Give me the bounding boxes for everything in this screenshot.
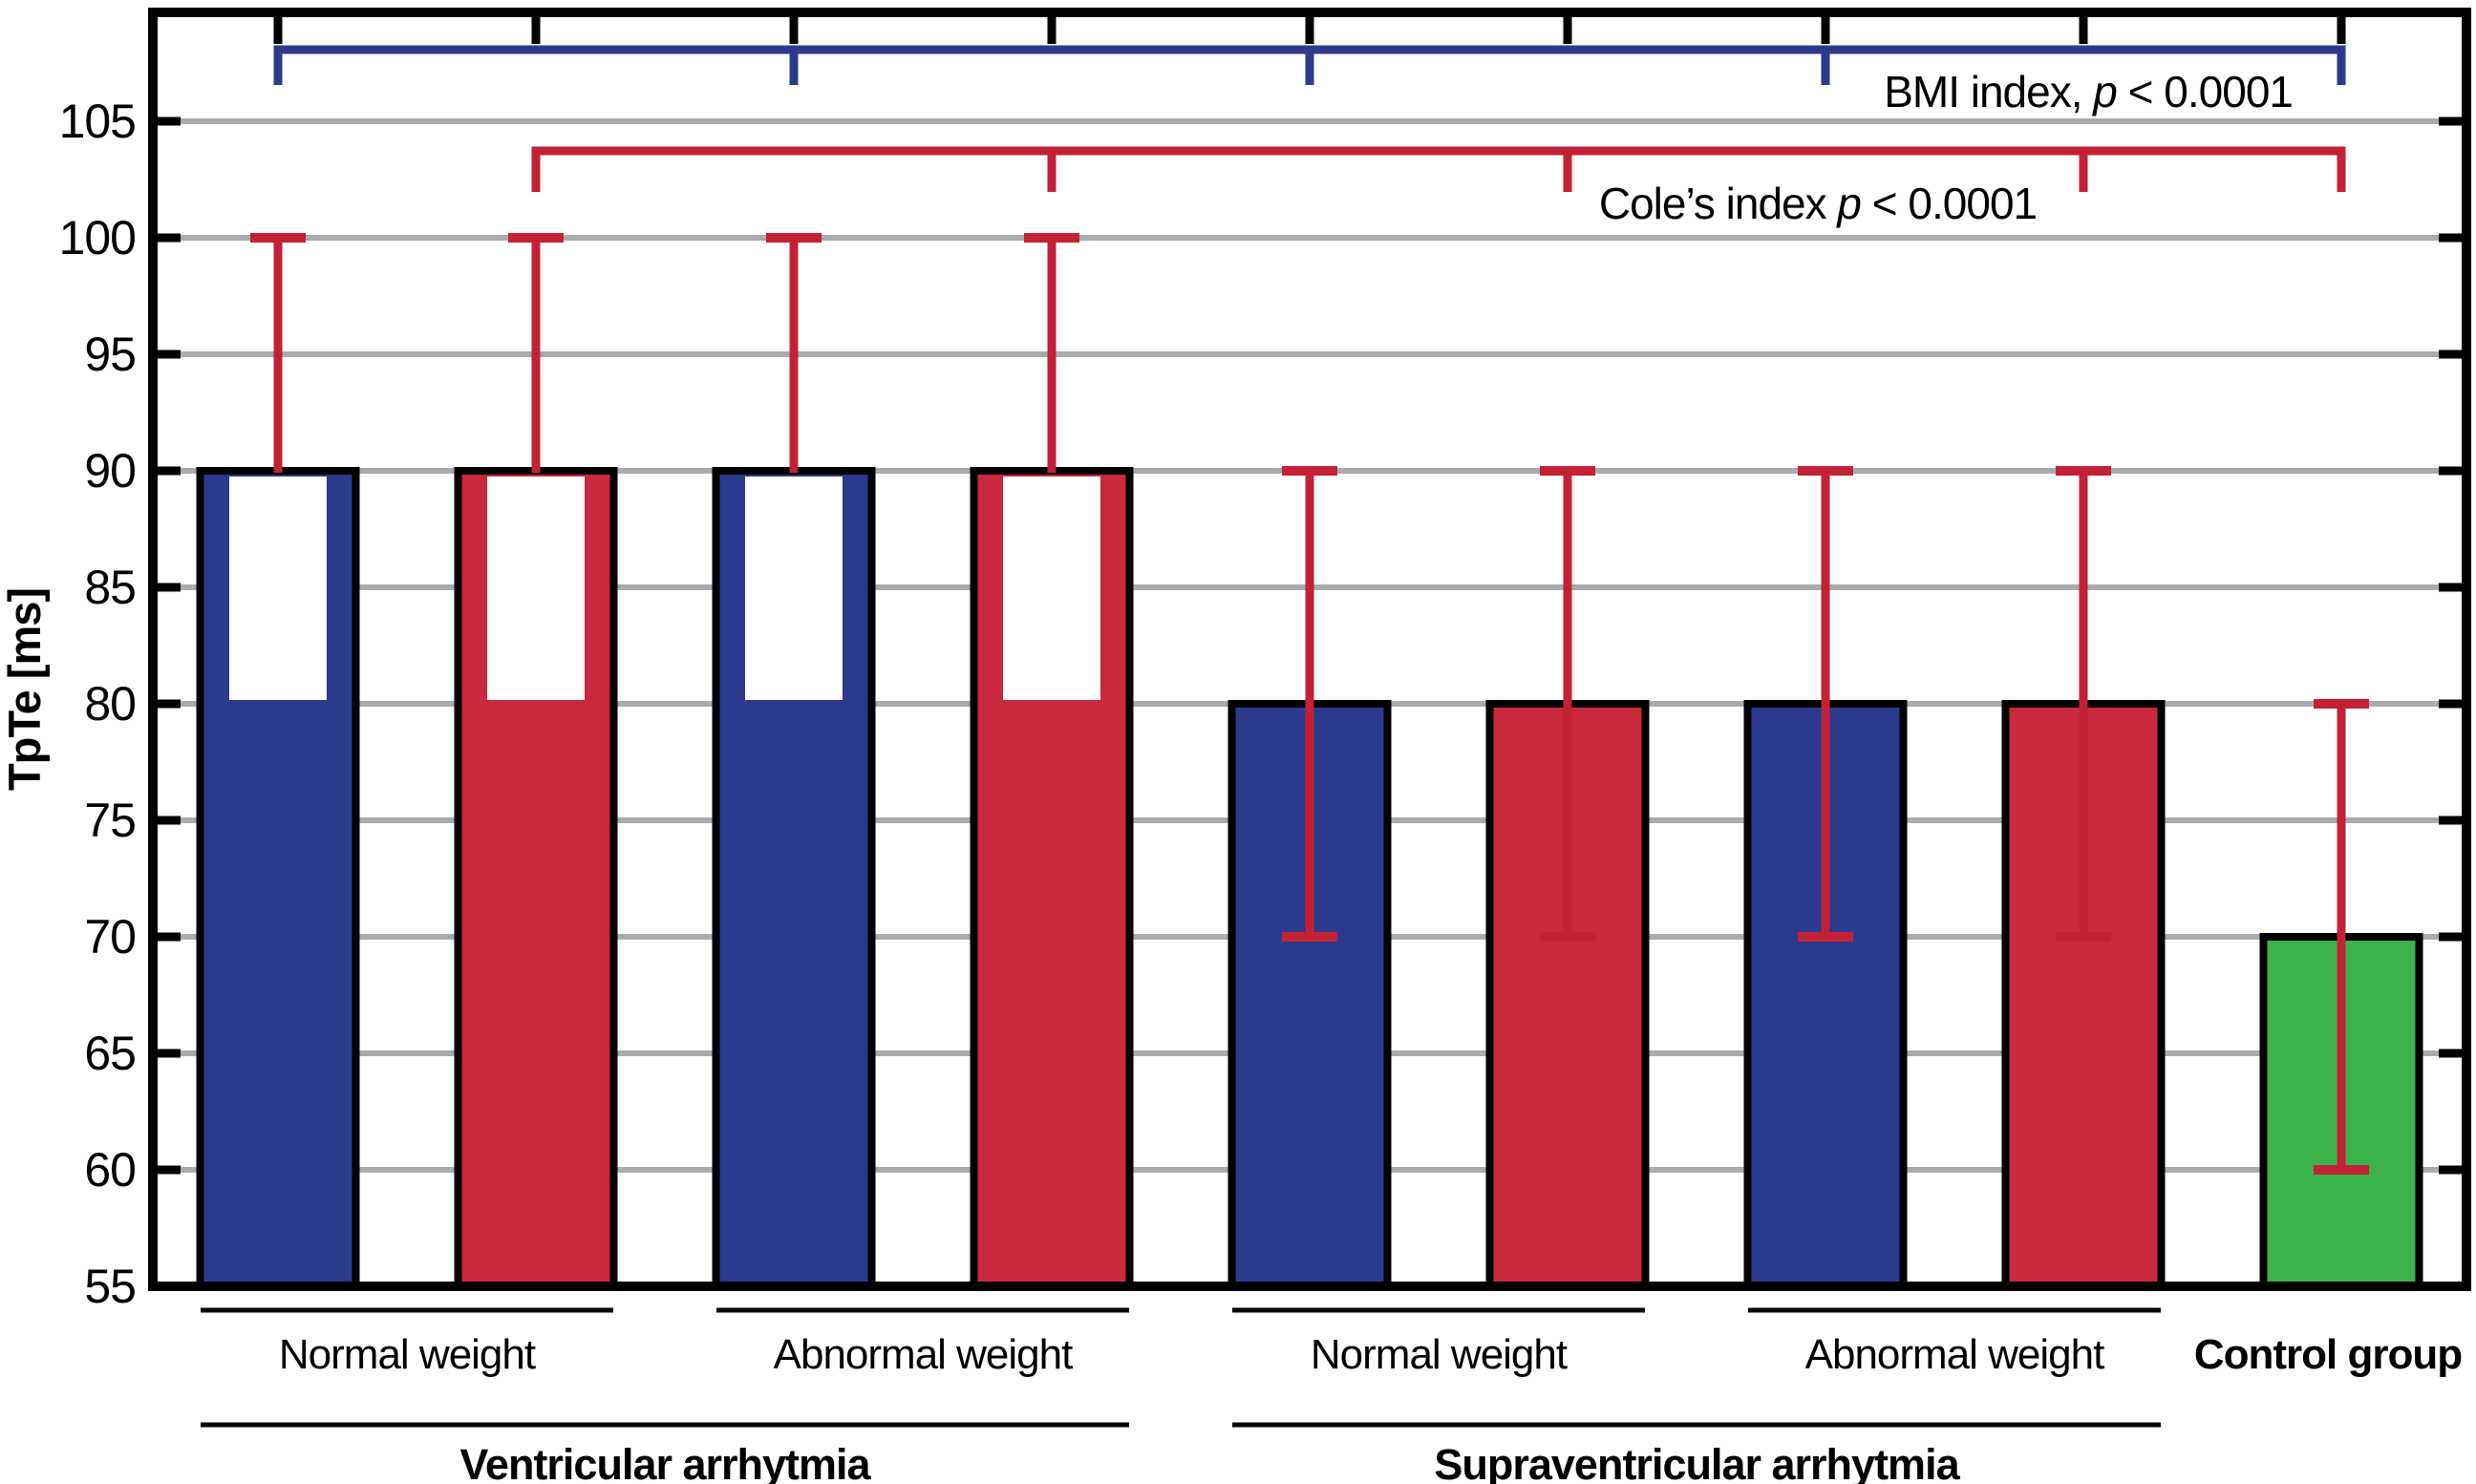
bmi-label-suffix: < 0.0001 (2117, 67, 2293, 117)
axis-frame-layer (148, 8, 2471, 1291)
y-tick-label-65: 65 (84, 1027, 136, 1080)
y-tick-label-55: 55 (84, 1260, 136, 1313)
bar-1-inner-box (229, 477, 327, 700)
weight-label-3: Normal weight (1311, 1331, 1568, 1378)
bar-4-inner-box (1003, 477, 1100, 700)
y-axis-title: TpTe [ms] (0, 588, 50, 791)
bmi-label-prefix: BMI index, (1884, 67, 2093, 117)
cole-bracket-label: Cole’s index p < 0.0001 (1599, 179, 2037, 228)
weight-label-4: Abnormal weight (1805, 1331, 2104, 1378)
y-tick-label-75: 75 (84, 794, 136, 847)
weight-label-2: Abnormal weight (774, 1331, 1073, 1378)
cole-label-suffix: < 0.0001 (1861, 179, 2037, 228)
bmi-bracket-label: BMI index, p < 0.0001 (1884, 67, 2293, 117)
y-tick-label-80: 80 (84, 677, 136, 731)
significance-layer (273, 45, 2346, 192)
y-tick-label-70: 70 (84, 910, 136, 964)
y-tick-label-95: 95 (84, 328, 136, 381)
tick-labels-layer: 55 60 65 70 75 80 85 90 95 100 105 (59, 95, 137, 1313)
y-tick-label-90: 90 (84, 444, 136, 498)
weight-label-1: Normal weight (279, 1331, 536, 1378)
arrhythmia-label-2: Supraventricular arrhytmia (1434, 1440, 1960, 1484)
bar-2-inner-box (487, 477, 585, 700)
y-tick-label-60: 60 (84, 1143, 136, 1197)
bmi-label-p: p (2091, 67, 2117, 117)
cole-label-prefix: Cole’s index (1599, 179, 1838, 228)
arrhythmia-label-1: Ventricular arrhytmia (459, 1440, 871, 1484)
plot-frame (148, 8, 2471, 1291)
bar-3-inner-box (745, 477, 843, 700)
y-tick-label-100: 100 (59, 211, 136, 265)
error-bars-layer (250, 233, 2369, 1175)
cole-label-p: p (1835, 179, 1861, 228)
control-group-label: Control group (2194, 1331, 2462, 1378)
y-tick-label-85: 85 (84, 561, 136, 614)
y-tick-label-105: 105 (59, 95, 136, 148)
category-labels-layer: Normal weight Abnormal weight Normal weigh… (201, 1307, 2463, 1484)
